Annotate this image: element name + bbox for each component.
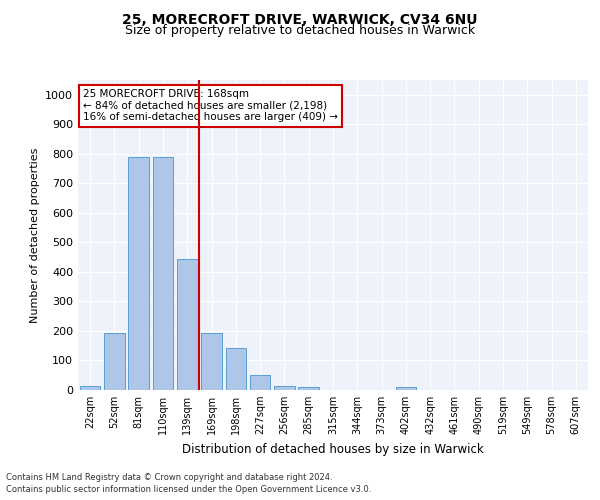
Text: Contains HM Land Registry data © Crown copyright and database right 2024.: Contains HM Land Registry data © Crown c… xyxy=(6,474,332,482)
X-axis label: Distribution of detached houses by size in Warwick: Distribution of detached houses by size … xyxy=(182,442,484,456)
Y-axis label: Number of detached properties: Number of detached properties xyxy=(29,148,40,322)
Bar xyxy=(201,333,222,390)
Bar xyxy=(152,157,173,390)
Bar xyxy=(395,387,416,390)
Text: Size of property relative to detached houses in Warwick: Size of property relative to detached ho… xyxy=(125,24,475,37)
Bar xyxy=(177,258,197,390)
Bar xyxy=(298,387,319,390)
Bar xyxy=(226,348,246,390)
Bar xyxy=(104,333,125,390)
Bar xyxy=(80,386,100,390)
Bar xyxy=(274,386,295,390)
Text: 25, MORECROFT DRIVE, WARWICK, CV34 6NU: 25, MORECROFT DRIVE, WARWICK, CV34 6NU xyxy=(122,12,478,26)
Bar xyxy=(250,375,271,390)
Text: 25 MORECROFT DRIVE: 168sqm
← 84% of detached houses are smaller (2,198)
16% of s: 25 MORECROFT DRIVE: 168sqm ← 84% of deta… xyxy=(83,90,338,122)
Bar xyxy=(128,157,149,390)
Text: Contains public sector information licensed under the Open Government Licence v3: Contains public sector information licen… xyxy=(6,485,371,494)
